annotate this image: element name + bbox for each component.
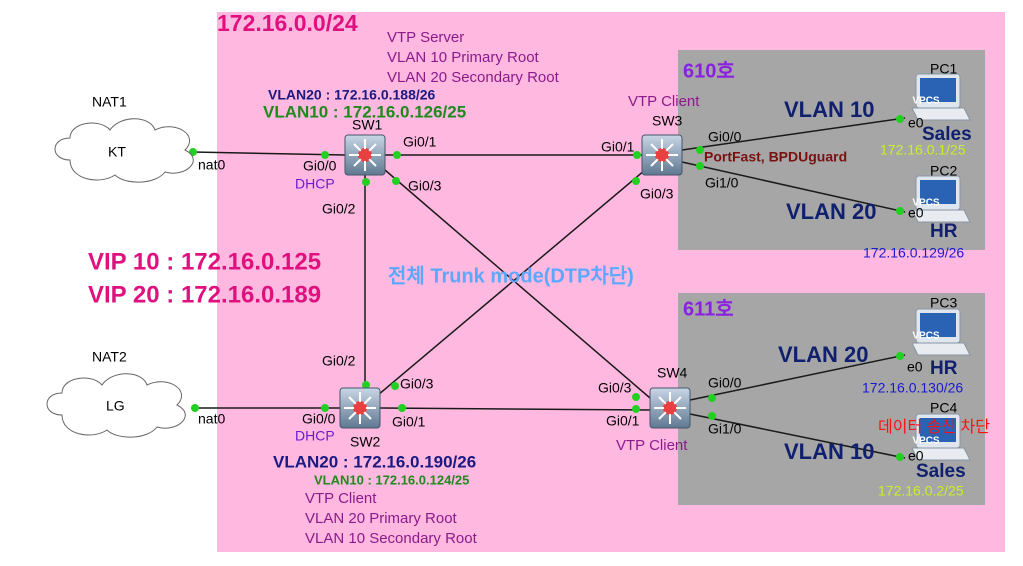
pc-icon-label: VPCS <box>912 96 940 107</box>
pc-name: PC2 <box>930 163 957 179</box>
cloud-name: KT <box>108 144 126 160</box>
vlan-link: VLAN 20 <box>786 199 876 224</box>
cloud-label: NAT2 <box>92 349 127 365</box>
pc-ip: 172.16.0.2/25 <box>878 483 964 499</box>
department: HR <box>930 221 958 242</box>
trunk-note: 전체 Trunk mode(DTP차단) <box>388 264 634 287</box>
pc-name: PC1 <box>930 61 957 77</box>
port: nat0 <box>198 157 225 173</box>
vlan-ip: VLAN10 : 172.16.0.124/25 <box>314 472 469 487</box>
vip: VIP 20 : 172.16.0.189 <box>88 281 321 308</box>
clouds <box>46 118 194 438</box>
port: Gi0/3 <box>408 178 442 194</box>
vtp-info: VTP Client <box>628 93 700 110</box>
department: HR <box>930 358 958 379</box>
port-dots <box>189 115 904 461</box>
room: 611호 <box>683 297 734 320</box>
port: Gi0/3 <box>400 376 434 392</box>
vtp-info: VTP Client <box>616 437 688 454</box>
vlan-link: VLAN 20 <box>778 342 868 367</box>
vlan-ip: VLAN20 : 172.16.0.190/26 <box>273 452 476 471</box>
department: Sales <box>916 461 966 482</box>
pc-icon-label: VPCS <box>912 198 940 209</box>
port: Gi0/1 <box>606 413 640 429</box>
port: Gi0/1 <box>601 139 635 155</box>
pc-icon-label: VPCS <box>912 436 940 447</box>
port: Gi0/1 <box>403 134 437 150</box>
vlan-link: VLAN 10 <box>784 439 874 464</box>
port: e0 <box>907 359 923 375</box>
port: e0 <box>908 448 924 464</box>
switch-name: SW3 <box>652 113 683 129</box>
port: Gi0/0 <box>708 129 742 145</box>
vtp-info: VLAN 10 Secondary Root <box>305 530 478 547</box>
port: nat0 <box>198 411 225 427</box>
pc-name: PC3 <box>930 295 957 311</box>
pc-note: 데이터 송신 차단 <box>878 418 990 436</box>
cloud-label: NAT1 <box>92 94 127 110</box>
port: Gi0/2 <box>322 353 356 369</box>
port: Gi0/3 <box>598 380 632 396</box>
port: Gi0/0 <box>708 375 742 391</box>
port: Gi0/3 <box>640 186 674 202</box>
port: Gi1/0 <box>705 175 739 191</box>
pc-ip: 172.16.0.129/26 <box>863 245 964 261</box>
pc-ip: 172.16.0.130/26 <box>862 380 963 396</box>
switch-name: SW4 <box>657 365 688 381</box>
port-note: PortFast, BPDUguard <box>704 149 847 165</box>
switch-name: SW2 <box>350 434 381 450</box>
department: Sales <box>922 124 972 145</box>
links <box>192 117 906 459</box>
vlan-ip: VLAN20 : 172.16.0.188/26 <box>268 87 436 103</box>
pc-name: PC4 <box>930 400 957 416</box>
port: Gi1/0 <box>708 421 742 437</box>
pc-icon-label: VPCS <box>912 331 940 342</box>
subnet: 172.16.0.0/24 <box>217 10 358 36</box>
port: Gi0/0 <box>302 411 336 427</box>
vtp-info: VTP Server <box>387 29 464 46</box>
port: e0 <box>908 115 924 131</box>
cloud-name: LG <box>106 398 125 414</box>
room: 610호 <box>683 59 735 82</box>
vip: VIP 10 : 172.16.0.125 <box>88 248 321 275</box>
port: Gi0/1 <box>392 414 426 430</box>
dhcp: DHCP <box>295 428 335 444</box>
labels: 172.16.0.0/24 전체 Trunk mode(DTP차단) VIP 1… <box>88 10 990 547</box>
vtp-info: VLAN 20 Primary Root <box>305 510 458 527</box>
port: Gi0/0 <box>303 158 337 174</box>
vtp-info: VLAN 10 Primary Root <box>387 49 540 66</box>
vtp-info: VTP Client <box>305 490 377 507</box>
vtp-info: VLAN 20 Secondary Root <box>387 69 560 86</box>
pc-ip: 172.16.0.1/25 <box>880 142 966 158</box>
port: e0 <box>908 205 924 221</box>
dhcp: DHCP <box>295 176 335 192</box>
switch-name: SW1 <box>352 117 383 133</box>
vlan-ip: VLAN10 : 172.16.0.126/25 <box>263 102 466 121</box>
vlan-link: VLAN 10 <box>784 97 874 122</box>
port: Gi0/2 <box>322 201 356 217</box>
